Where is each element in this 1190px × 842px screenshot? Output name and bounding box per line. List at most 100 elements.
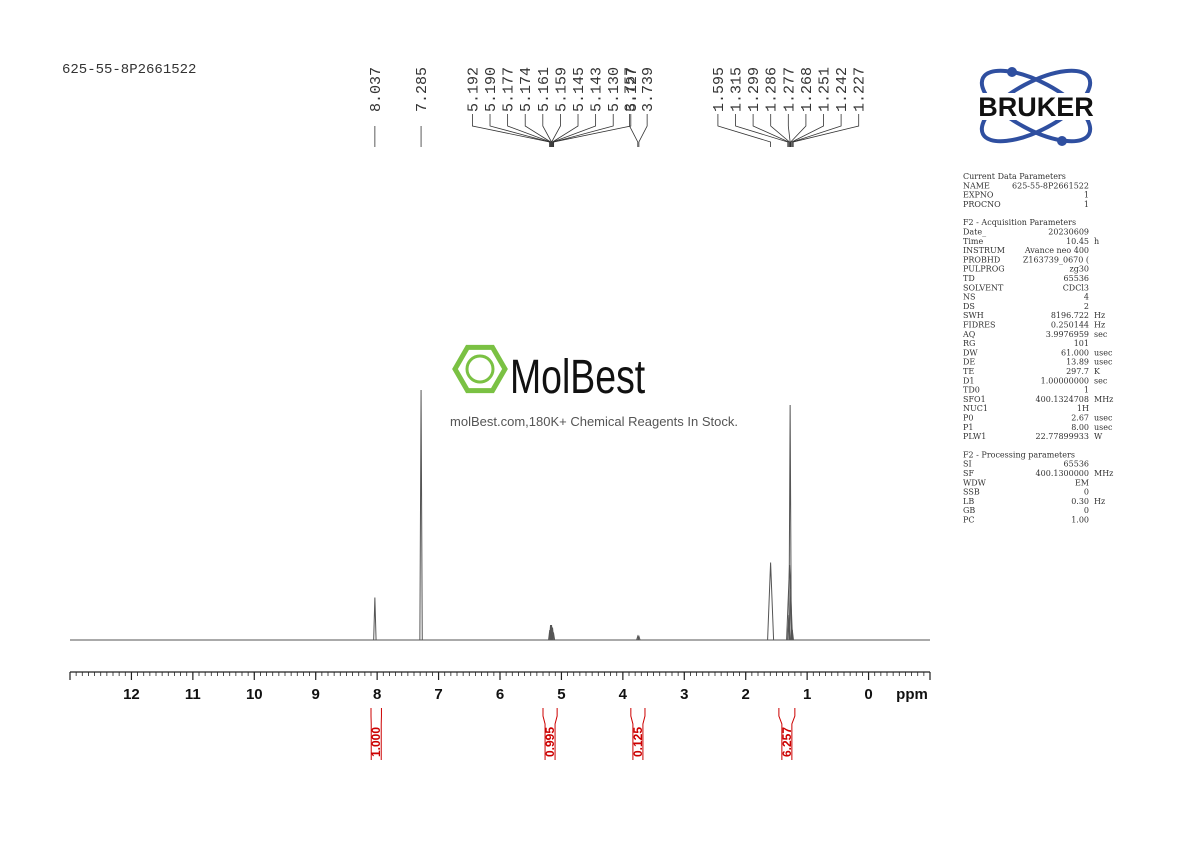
param-name: PULPROG — [963, 265, 1005, 274]
param-name: INSTRUM — [963, 246, 1005, 255]
x-tick-label: 11 — [185, 686, 201, 703]
peak-connector — [717, 114, 771, 147]
param-name: TD0 — [963, 386, 980, 395]
param-name: EXPNO — [963, 191, 994, 200]
param-section-title: F2 - Processing parameters — [963, 450, 1075, 459]
peak-connector — [552, 114, 579, 147]
peak-label: 5.177 — [501, 67, 518, 112]
param-name: NUC1 — [963, 404, 988, 413]
peak-label: 1.595 — [711, 67, 728, 112]
logo-hexagon — [452, 344, 508, 394]
x-tick-label: 2 — [742, 686, 750, 703]
peak-label: 8.037 — [368, 67, 385, 112]
param-name: Time — [963, 237, 983, 246]
param-unit: sec — [1094, 376, 1108, 385]
param-name: PROBHD — [963, 255, 1000, 264]
param-value: 400.1324708 — [1036, 395, 1089, 404]
param-unit: sec — [1094, 330, 1108, 339]
param-name: P0 — [963, 414, 973, 423]
param-name: SWH — [963, 311, 984, 320]
param-unit: MHz — [1094, 395, 1113, 404]
param-unit: MHz — [1094, 469, 1113, 478]
peak-connector — [735, 114, 789, 147]
peak-connector — [524, 114, 552, 147]
peak-label: 5.161 — [536, 67, 553, 112]
param-name: PROCNO — [963, 200, 1001, 209]
peak-connector — [629, 114, 639, 147]
param-name: SFO1 — [963, 395, 986, 404]
peak — [637, 634, 641, 641]
param-name: SOLVENT — [963, 283, 1004, 292]
param-unit: K — [1094, 367, 1101, 376]
x-tick-label: 0 — [864, 686, 872, 703]
param-name: DS — [963, 302, 975, 311]
param-value: 8196.722 — [1051, 311, 1089, 320]
param-name: GB — [963, 506, 975, 515]
param-value: 2.67 — [1071, 414, 1089, 423]
param-unit: Hz — [1094, 321, 1105, 330]
param-value: Z163739_0670 ( — [1023, 255, 1089, 264]
param-name: RG — [963, 339, 975, 348]
param-name: Date_ — [963, 228, 986, 237]
peak-label: 1.286 — [764, 67, 781, 112]
x-tick-label: 6 — [496, 686, 504, 703]
param-unit: Hz — [1094, 311, 1105, 320]
param-value: 1 — [1084, 191, 1089, 200]
peak-label: 5.159 — [553, 67, 570, 112]
x-tick-label: 4 — [619, 686, 628, 703]
logo-orbit — [979, 68, 1093, 144]
peak-connector — [638, 114, 648, 147]
peak — [788, 589, 793, 641]
x-tick-label: 10 — [246, 686, 263, 703]
param-value: 1 — [1084, 386, 1089, 395]
param-name: D1 — [963, 376, 975, 385]
param-value: 20230609 — [1048, 228, 1089, 237]
peak-label: 5.192 — [465, 67, 482, 112]
peak-label: 3.757 — [623, 67, 640, 112]
param-value: zg30 — [1069, 265, 1089, 274]
peak — [419, 389, 423, 641]
logo-backdrop — [958, 93, 1116, 120]
param-value: 625-55-8P2661522 — [1012, 181, 1089, 190]
peak-connector — [790, 114, 807, 147]
integral-bracket — [778, 708, 796, 760]
peak — [551, 632, 556, 641]
x-tick-label: 12 — [123, 686, 140, 703]
peak-connector — [770, 114, 790, 147]
param-unit: usec — [1094, 348, 1113, 357]
param-value: 297.7 — [1066, 367, 1089, 376]
x-tick-label: 9 — [312, 686, 320, 703]
logo-ring — [465, 354, 495, 384]
peak-label: 5.145 — [571, 67, 588, 112]
param-unit: usec — [1094, 358, 1113, 367]
param-name: PLW1 — [963, 432, 986, 441]
param-name: TD — [963, 274, 975, 283]
integral-label: 6.257 — [780, 727, 794, 757]
peak-label: 1.277 — [781, 67, 798, 112]
logo-dot — [1007, 67, 1017, 77]
param-unit: W — [1094, 432, 1103, 441]
peak-connector — [553, 114, 632, 147]
peak-label: 7.285 — [414, 67, 431, 112]
x-axis-label: ppm — [896, 686, 928, 703]
peak-label: 1.299 — [746, 67, 763, 112]
integral-bracket — [630, 708, 646, 760]
param-value: 65536 — [1064, 274, 1089, 283]
integral-label: 1.000 — [369, 727, 383, 757]
param-value: Avance neo 400 — [1024, 246, 1089, 255]
param-value: 1.00 — [1071, 516, 1089, 525]
peak — [373, 597, 377, 641]
integral-label: 0.125 — [631, 727, 645, 757]
param-value: 101 — [1074, 339, 1089, 348]
param-name: SSB — [963, 488, 980, 497]
peak-connector — [472, 114, 551, 147]
param-value: 1H — [1077, 404, 1089, 413]
param-name: DW — [963, 348, 978, 357]
param-name: PC — [963, 516, 975, 525]
peak-label: 5.174 — [518, 67, 535, 112]
param-value: 8.00 — [1071, 423, 1089, 432]
param-name: WDW — [963, 478, 987, 487]
peak — [788, 404, 792, 641]
